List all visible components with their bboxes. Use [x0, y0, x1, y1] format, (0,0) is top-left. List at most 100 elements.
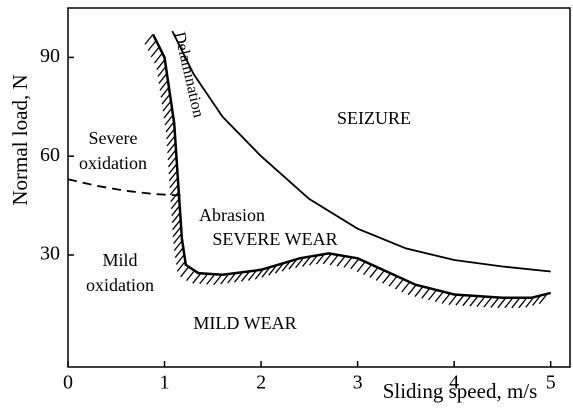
hatch	[329, 254, 339, 266]
hatch	[147, 40, 157, 52]
region-label: Delamination	[171, 30, 207, 119]
hatch	[369, 267, 379, 278]
region-label: SEVERE WEAR	[212, 229, 337, 249]
hatch	[448, 294, 458, 306]
hatch	[308, 254, 318, 266]
hatch	[288, 258, 298, 270]
hatch	[168, 163, 178, 175]
region-label: Mild	[102, 250, 137, 270]
region-label: oxidation	[86, 275, 154, 295]
hatch	[490, 297, 500, 308]
boundary-curve	[151, 33, 552, 300]
hatch	[169, 184, 179, 196]
hatch	[247, 270, 257, 281]
x-tick-label: 4	[449, 372, 459, 394]
hatch	[388, 275, 398, 287]
region-label: Severe	[89, 128, 138, 148]
hatch	[434, 291, 444, 303]
hatch	[165, 121, 175, 133]
hatch	[206, 273, 216, 285]
hatch	[220, 273, 230, 285]
x-tick-label: 1	[160, 372, 170, 394]
hatch	[407, 284, 417, 296]
hatch	[172, 226, 182, 238]
hatch	[169, 177, 179, 189]
hatch	[462, 295, 472, 307]
hatch	[171, 212, 181, 224]
hatch	[281, 260, 291, 272]
hatch	[166, 135, 176, 147]
hatch	[240, 270, 251, 282]
hatch	[532, 295, 542, 306]
hatch	[173, 240, 183, 252]
y-tick-label: 90	[40, 45, 60, 67]
hatch	[166, 128, 176, 140]
hatch	[476, 296, 486, 308]
hatch	[150, 46, 160, 58]
hatch	[160, 86, 170, 98]
hatch	[525, 296, 535, 308]
hatch	[441, 293, 451, 304]
hatch	[174, 247, 184, 258]
hatch	[167, 156, 177, 168]
hatch	[350, 258, 360, 270]
hatch	[167, 149, 177, 161]
hatch	[159, 79, 169, 91]
hatch	[356, 261, 366, 273]
region-label: Abrasion	[199, 205, 265, 225]
boundary-curve	[67, 178, 184, 197]
hatch	[157, 66, 167, 77]
hatch	[162, 100, 172, 112]
y-axis-label: Normal load, N	[8, 74, 32, 205]
hatch	[504, 297, 514, 309]
hatch	[538, 293, 548, 305]
hatch	[192, 272, 202, 284]
hatch	[180, 266, 190, 278]
hatch	[455, 294, 465, 306]
x-tick-label: 2	[256, 372, 266, 394]
hatch	[414, 286, 424, 297]
hatch	[382, 272, 392, 284]
hatch	[363, 264, 373, 276]
hatch	[427, 289, 438, 301]
hatch	[172, 219, 182, 231]
hatch	[315, 253, 325, 265]
hatch	[302, 256, 312, 267]
hatch	[394, 278, 404, 290]
hatch	[254, 268, 264, 280]
hatch	[173, 233, 183, 245]
hatch	[166, 142, 177, 154]
hatch	[156, 59, 166, 70]
region-label: SEIZURE	[337, 108, 411, 128]
region-label: MILD WEAR	[193, 313, 296, 333]
hatch	[261, 266, 271, 278]
hatch	[144, 33, 154, 45]
hatch	[170, 191, 180, 203]
hatch	[268, 264, 278, 276]
hatch	[175, 254, 185, 265]
hatch	[497, 297, 507, 309]
hatch	[213, 274, 223, 286]
x-tick-label: 5	[546, 372, 556, 394]
hatch	[483, 296, 493, 308]
hatch	[401, 281, 411, 293]
hatch	[421, 287, 431, 299]
hatch	[176, 260, 186, 272]
hatch	[322, 253, 332, 265]
hatch	[518, 297, 528, 309]
hatch	[199, 273, 209, 285]
hatch	[511, 297, 521, 309]
plot-frame	[67, 7, 571, 368]
x-axis-label: Sliding speed, m/s	[383, 379, 538, 403]
hatch	[153, 52, 163, 64]
hatch	[164, 114, 174, 126]
hatch	[168, 170, 178, 182]
hatch	[336, 255, 346, 267]
hatch	[171, 205, 181, 217]
region-label: oxidation	[79, 153, 147, 173]
x-tick-label: 0	[63, 372, 73, 394]
y-tick-label: 60	[40, 144, 60, 166]
hatch	[161, 93, 171, 105]
x-tick-label: 3	[353, 372, 363, 394]
